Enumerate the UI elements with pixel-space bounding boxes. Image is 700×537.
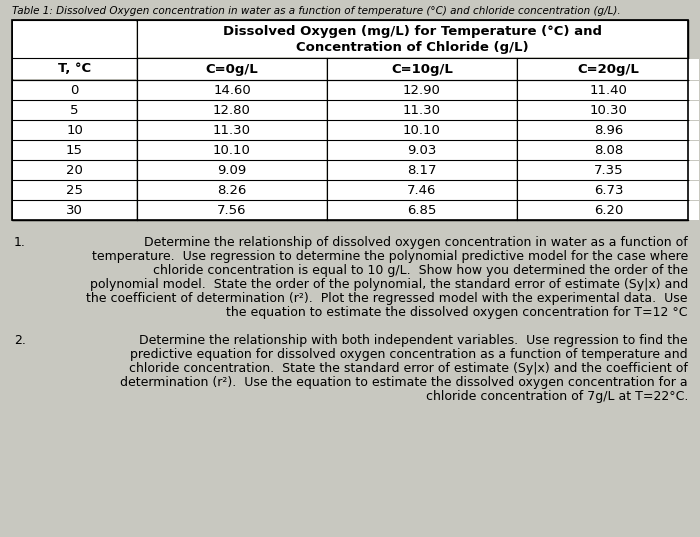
- Bar: [137, 180, 326, 200]
- Text: 8.26: 8.26: [217, 184, 246, 197]
- Text: 12.80: 12.80: [213, 104, 251, 117]
- Text: 10.30: 10.30: [589, 104, 627, 117]
- Text: 15: 15: [66, 143, 83, 156]
- Text: the coefficient of determination (r²).  Plot the regressed model with the experi: the coefficient of determination (r²). P…: [87, 292, 688, 305]
- Text: polynomial model.  State the order of the polynomial, the standard error of esti: polynomial model. State the order of the…: [90, 278, 688, 291]
- Text: 9.09: 9.09: [218, 163, 246, 177]
- Text: 7.46: 7.46: [407, 184, 437, 197]
- Bar: [137, 81, 326, 99]
- Text: 0: 0: [70, 83, 78, 97]
- Bar: [328, 161, 516, 179]
- Bar: [328, 100, 516, 120]
- Bar: [517, 81, 699, 99]
- Bar: [13, 120, 136, 140]
- Bar: [137, 100, 326, 120]
- Text: T, °C: T, °C: [58, 62, 91, 76]
- Text: 10.10: 10.10: [403, 124, 441, 136]
- Bar: [517, 59, 699, 79]
- Text: 7.35: 7.35: [594, 163, 623, 177]
- Text: chloride concentration is equal to 10 g/L.  Show how you determined the order of: chloride concentration is equal to 10 g/…: [153, 264, 688, 277]
- Bar: [137, 59, 326, 79]
- Text: C=10g/L: C=10g/L: [391, 62, 453, 76]
- Bar: [137, 21, 687, 57]
- Bar: [13, 161, 136, 179]
- Text: 10: 10: [66, 124, 83, 136]
- Text: C=0g/L: C=0g/L: [206, 62, 258, 76]
- Bar: [13, 81, 136, 99]
- Bar: [517, 120, 699, 140]
- Bar: [328, 200, 516, 220]
- Text: 10.10: 10.10: [213, 143, 251, 156]
- Text: 11.30: 11.30: [403, 104, 441, 117]
- Bar: [12, 20, 688, 220]
- Bar: [13, 180, 136, 200]
- Text: 25: 25: [66, 184, 83, 197]
- Bar: [328, 180, 516, 200]
- Bar: [137, 120, 326, 140]
- Text: chloride concentration of 7g/L at T=22°C.: chloride concentration of 7g/L at T=22°C…: [426, 390, 688, 403]
- Text: 11.40: 11.40: [589, 83, 627, 97]
- Text: 1.: 1.: [14, 236, 26, 249]
- Bar: [13, 100, 136, 120]
- Bar: [517, 200, 699, 220]
- Bar: [13, 200, 136, 220]
- Text: predictive equation for dissolved oxygen concentration as a function of temperat: predictive equation for dissolved oxygen…: [130, 348, 688, 361]
- Text: 8.08: 8.08: [594, 143, 623, 156]
- Text: temperature.  Use regression to determine the polynomial predictive model for th: temperature. Use regression to determine…: [92, 250, 688, 263]
- Text: 8.17: 8.17: [407, 163, 437, 177]
- Text: 14.60: 14.60: [213, 83, 251, 97]
- Text: Determine the relationship with both independent variables.  Use regression to f: Determine the relationship with both ind…: [139, 334, 688, 347]
- Bar: [13, 141, 136, 159]
- Bar: [517, 100, 699, 120]
- Bar: [137, 161, 326, 179]
- Text: 9.03: 9.03: [407, 143, 437, 156]
- Bar: [12, 20, 688, 220]
- Text: 5: 5: [70, 104, 78, 117]
- Text: C=20g/L: C=20g/L: [578, 62, 639, 76]
- Text: 6.73: 6.73: [594, 184, 623, 197]
- Text: Table 1: Dissolved Oxygen concentration in water as a function of temperature (°: Table 1: Dissolved Oxygen concentration …: [12, 6, 621, 16]
- Bar: [328, 81, 516, 99]
- Bar: [13, 21, 136, 79]
- Bar: [137, 141, 326, 159]
- Text: Determine the relationship of dissolved oxygen concentration in water as a funct: Determine the relationship of dissolved …: [144, 236, 688, 249]
- Text: Concentration of Chloride (g/L): Concentration of Chloride (g/L): [296, 41, 528, 54]
- Text: 8.96: 8.96: [594, 124, 623, 136]
- Text: 11.30: 11.30: [213, 124, 251, 136]
- Text: determination (r²).  Use the equation to estimate the dissolved oxygen concentra: determination (r²). Use the equation to …: [120, 376, 688, 389]
- Bar: [517, 180, 699, 200]
- Text: 6.20: 6.20: [594, 204, 623, 216]
- Text: 30: 30: [66, 204, 83, 216]
- Bar: [328, 141, 516, 159]
- Text: 7.56: 7.56: [217, 204, 246, 216]
- Text: 20: 20: [66, 163, 83, 177]
- Text: 12.90: 12.90: [403, 83, 441, 97]
- Text: 6.85: 6.85: [407, 204, 437, 216]
- Bar: [137, 200, 326, 220]
- Bar: [328, 120, 516, 140]
- Text: chloride concentration.  State the standard error of estimate (Sy|x) and the coe: chloride concentration. State the standa…: [129, 362, 688, 375]
- Bar: [328, 59, 516, 79]
- Bar: [517, 161, 699, 179]
- Text: the equation to estimate the dissolved oxygen concentration for T=12 °C: the equation to estimate the dissolved o…: [227, 306, 688, 319]
- Bar: [517, 141, 699, 159]
- Text: 2.: 2.: [14, 334, 26, 347]
- Text: Dissolved Oxygen (mg/L) for Temperature (°C) and: Dissolved Oxygen (mg/L) for Temperature …: [223, 25, 602, 39]
